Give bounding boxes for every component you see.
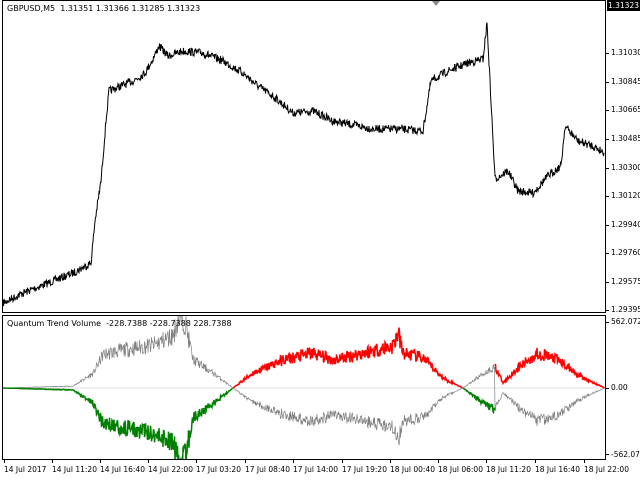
time-axis[interactable]: 14 Jul 2017 14 Jul 11:20 14 Jul 16:40 14 Ju…	[2, 460, 629, 480]
time-axis-label: 17 Jul 03:20	[196, 465, 241, 474]
price-axis-label: 1.29760	[611, 248, 640, 257]
price-series-line	[3, 22, 605, 307]
time-axis-label: 18 Jul 06:00	[438, 465, 483, 474]
indicator-values: -228.7388 -228.7388 228.7388	[106, 319, 232, 328]
chart-shift-marker[interactable]	[432, 1, 440, 6]
bear-trend-line	[462, 387, 496, 415]
indicator-chart	[3, 316, 605, 459]
time-axis-label: 17 Jul 19:20	[342, 465, 387, 474]
price-axis-label: 1.30665	[611, 105, 640, 114]
time-axis-label: 18 Jul 22:00	[584, 465, 629, 474]
price-axis-label: 1.29940	[611, 220, 640, 229]
price-axis-label: 1.30300	[611, 163, 640, 172]
price-axis-label: 1.29395	[611, 305, 640, 314]
time-axis-label: 14 Jul 16:40	[100, 465, 145, 474]
time-axis-label: 18 Jul 00:40	[390, 465, 435, 474]
indicator-axis-bottom: -562.0728	[611, 450, 640, 459]
price-axis-label: 1.30485	[611, 134, 640, 143]
symbol-name: GBPUSD,M5	[7, 4, 56, 13]
price-chart-pane[interactable]: GBPUSD,M5 1.31351 1.31366 1.31285 1.3132…	[2, 0, 606, 313]
time-axis-label: 18 Jul 16:40	[535, 465, 580, 474]
indicator-axis-top: 562.0728	[611, 317, 640, 326]
indicator-axis-mid: 0.00	[611, 383, 628, 392]
indicator-name: Quantum Trend Volume	[7, 319, 102, 328]
price-axis-label: 1.29575	[611, 277, 640, 286]
bear-trend-line	[3, 387, 234, 459]
price-line-chart	[3, 22, 605, 307]
indicator-pane[interactable]: Quantum Trend Volume -228.7388 -228.7388…	[2, 315, 606, 460]
time-axis-label: 18 Jul 11:20	[486, 465, 531, 474]
bull-trend-line	[494, 347, 605, 389]
time-axis-label: 14 Jul 11:20	[52, 465, 97, 474]
time-axis-label: 17 Jul 08:40	[245, 465, 290, 474]
price-axis-label: 1.31030	[611, 48, 640, 57]
current-price-tag: 1.31323	[607, 0, 640, 11]
symbol-title: GBPUSD,M5 1.31351 1.31366 1.31285 1.3132…	[7, 4, 200, 13]
price-axis-label: 1.30845	[611, 77, 640, 86]
neutral-volume-line	[3, 316, 605, 446]
price-axis-label: 1.30120	[611, 191, 640, 200]
indicator-title: Quantum Trend Volume -228.7388 -228.7388…	[7, 319, 232, 328]
bull-trend-line	[232, 327, 463, 389]
price-axis[interactable]: 1.31030 1.30845 1.30665 1.30485 1.30300 1.301…	[606, 0, 640, 460]
time-axis-label: 14 Jul 2017	[4, 465, 47, 474]
time-axis-label: 14 Jul 22:00	[148, 465, 193, 474]
time-axis-label: 17 Jul 14:00	[293, 465, 338, 474]
ohlc-values: 1.31351 1.31366 1.31285 1.31323	[60, 4, 201, 13]
